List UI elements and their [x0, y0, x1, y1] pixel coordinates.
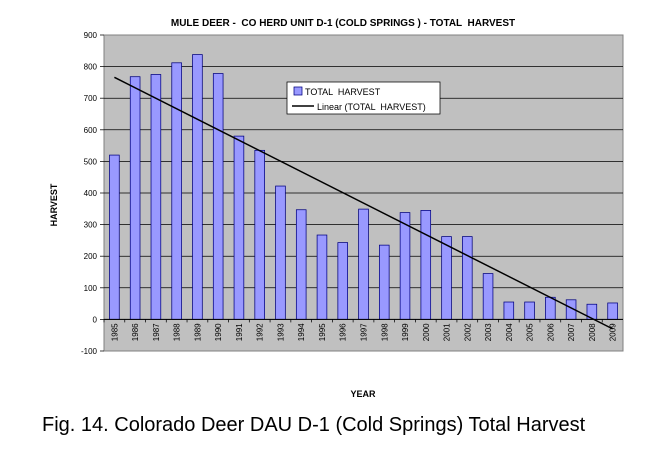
bar	[420, 210, 432, 320]
y-tick-label: 0	[93, 315, 98, 324]
bar	[545, 296, 556, 320]
x-axis-label: YEAR	[350, 389, 376, 399]
x-tick-label: 1992	[256, 323, 265, 341]
x-tick-label: 2003	[484, 323, 493, 341]
x-tick-label: 1988	[173, 323, 182, 341]
bar	[171, 62, 182, 320]
trendline	[114, 76, 613, 330]
bar	[316, 234, 328, 320]
x-tick-label: 2008	[588, 323, 597, 341]
x-tick-label: 1995	[318, 323, 327, 341]
x-tick-label: 1991	[235, 323, 244, 341]
x-tick-label: 1999	[401, 323, 410, 341]
bar	[379, 244, 390, 320]
x-tick-label: 2002	[463, 323, 472, 341]
legend-label-trendline: Linear (TOTAL HARVEST)	[317, 102, 426, 112]
bar	[295, 209, 307, 320]
x-tick-label: 1997	[360, 323, 369, 341]
legend-label-total-harvest: TOTAL HARVEST	[305, 87, 381, 97]
bar	[503, 301, 515, 320]
bar	[607, 302, 618, 320]
legend-bar-swatch	[293, 86, 303, 96]
y-tick-label: 700	[84, 94, 98, 103]
bar	[212, 73, 224, 320]
bar	[275, 185, 286, 320]
bar	[109, 154, 120, 320]
bar	[399, 212, 411, 320]
x-tick-label: 2000	[422, 323, 431, 341]
x-tick-label: 2004	[505, 323, 514, 341]
bar	[441, 236, 452, 320]
y-tick-label: 500	[84, 157, 98, 166]
bar	[524, 301, 535, 320]
x-ticks: 1985 1986 1987 1988 1989 1990 1991 1992 1993 1994…	[103, 319, 618, 341]
y-axis-label: HARVEST	[49, 183, 59, 226]
bar	[192, 54, 203, 320]
x-tick-label: 1989	[193, 323, 202, 341]
y-ticks: -100 0 100 200 300 400 500 600 700 800 900	[81, 31, 104, 356]
x-tick-label: 1985	[110, 323, 119, 341]
x-tick-label: 2001	[443, 323, 452, 341]
bar	[254, 149, 265, 320]
y-tick-label: 100	[84, 284, 98, 293]
bar	[462, 236, 473, 320]
y-tick-label: 400	[84, 189, 98, 198]
x-tick-label: 1993	[276, 323, 285, 341]
legend-box	[286, 81, 441, 115]
x-tick-label: 1990	[214, 323, 223, 341]
bar	[129, 76, 141, 320]
bar	[337, 242, 348, 320]
x-tick-label: 1998	[380, 323, 389, 341]
harvest-chart: MULE DEER - CO HERD UNIT D-1 (COLD SPRIN…	[49, 18, 624, 399]
x-tick-label: 1996	[339, 323, 348, 341]
x-tick-label: 2007	[567, 323, 576, 341]
y-tick-label: 200	[84, 252, 98, 261]
y-tick-label: 300	[84, 221, 98, 230]
x-tick-label: 1987	[152, 323, 161, 341]
y-tick-label: 800	[84, 63, 98, 72]
x-tick-label: 2006	[546, 323, 555, 341]
figure-caption: Fig. 14. Colorado Deer DAU D-1 (Cold Spr…	[42, 414, 586, 436]
bar	[233, 135, 245, 320]
legend: TOTAL HARVEST Linear (TOTAL HARVEST)	[286, 81, 441, 115]
x-tick-label: 2005	[526, 323, 535, 341]
bar	[358, 208, 369, 320]
chart-title: MULE DEER - CO HERD UNIT D-1 (COLD SPRIN…	[171, 18, 515, 29]
trendline-group	[114, 76, 613, 330]
x-tick-label: 1994	[297, 323, 306, 341]
y-tick-label: -100	[81, 347, 98, 356]
bars	[109, 54, 618, 320]
y-tick-label: 900	[84, 31, 98, 40]
x-tick-label: 1986	[131, 323, 140, 341]
bar	[150, 74, 162, 320]
x-tick-label: 2009	[609, 323, 618, 341]
bar	[482, 273, 494, 320]
y-tick-label: 600	[84, 126, 98, 135]
